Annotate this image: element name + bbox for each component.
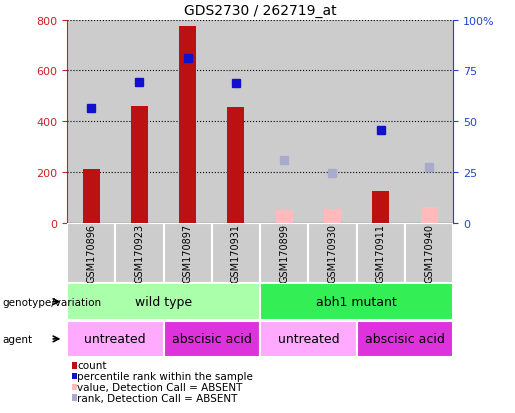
Bar (115, 223, 163, 283)
Bar (163, 223, 212, 283)
Text: percentile rank within the sample: percentile rank within the sample (77, 371, 253, 381)
Text: abh1 mutant: abh1 mutant (316, 295, 397, 309)
Bar (405, 223, 453, 283)
Text: wild type: wild type (135, 295, 192, 309)
Text: GSM170931: GSM170931 (231, 223, 241, 282)
Bar (212, 21, 260, 223)
Bar (67, 223, 115, 283)
Bar (372, 191, 389, 223)
Text: GSM170930: GSM170930 (328, 223, 337, 282)
Bar (115, 21, 163, 223)
Bar (163, 321, 260, 357)
Bar (163, 21, 212, 223)
Text: GSM170940: GSM170940 (424, 223, 434, 282)
Bar (260, 284, 453, 320)
Bar (276, 210, 293, 223)
Bar (131, 107, 148, 223)
Bar (67, 284, 260, 320)
Bar (308, 223, 356, 283)
Bar (179, 27, 196, 223)
Text: GSM170896: GSM170896 (86, 223, 96, 282)
Bar (324, 209, 341, 223)
Text: genotype/variation: genotype/variation (3, 297, 101, 307)
Text: agent: agent (3, 334, 32, 344)
Bar (260, 321, 356, 357)
Text: untreated: untreated (278, 332, 339, 346)
Text: abscisic acid: abscisic acid (172, 332, 252, 346)
Bar (67, 21, 115, 223)
Bar (212, 223, 260, 283)
Bar (405, 21, 453, 223)
Title: GDS2730 / 262719_at: GDS2730 / 262719_at (184, 4, 336, 18)
Bar (228, 108, 245, 223)
Bar (260, 223, 308, 283)
Text: rank, Detection Call = ABSENT: rank, Detection Call = ABSENT (77, 393, 238, 403)
Text: abscisic acid: abscisic acid (365, 332, 445, 346)
Bar (67, 321, 163, 357)
Bar (356, 21, 405, 223)
Bar (82, 170, 99, 223)
Text: GSM170923: GSM170923 (134, 223, 144, 282)
Bar (308, 21, 356, 223)
Text: count: count (77, 361, 107, 370)
Bar (260, 21, 308, 223)
Bar (356, 223, 405, 283)
Text: GSM170899: GSM170899 (279, 223, 289, 282)
Bar (356, 321, 453, 357)
Text: value, Detection Call = ABSENT: value, Detection Call = ABSENT (77, 382, 243, 392)
Bar (421, 208, 438, 223)
Text: GSM170911: GSM170911 (376, 223, 386, 282)
Text: untreated: untreated (84, 332, 146, 346)
Text: GSM170897: GSM170897 (183, 223, 193, 282)
